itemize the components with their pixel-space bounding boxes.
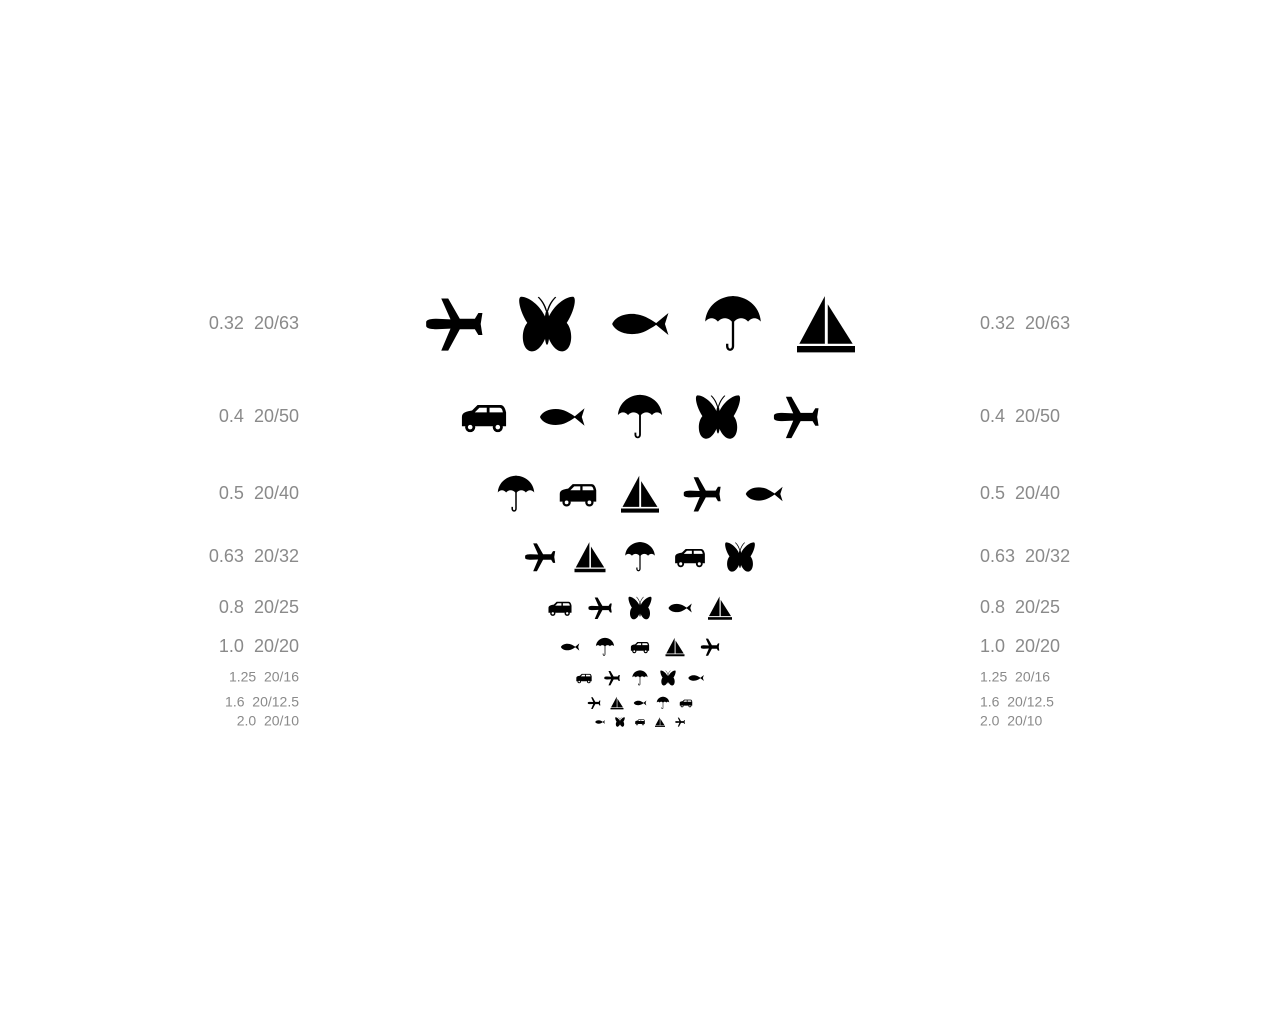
airplane-icon — [426, 298, 483, 351]
car-icon — [635, 719, 645, 726]
fish-icon — [560, 643, 580, 651]
acuity-label-left: 0.5 20/40 — [219, 483, 299, 503]
umbrella-icon — [705, 296, 761, 351]
car-icon — [461, 405, 507, 433]
umbrella-icon — [595, 637, 615, 656]
acuity-label-left: 1.6 20/12.5 — [225, 694, 299, 710]
sailboat-icon — [708, 596, 732, 620]
butterfly-icon — [725, 542, 755, 572]
airplane-icon — [587, 697, 601, 709]
airplane-icon — [588, 597, 612, 620]
acuity-label-right: 0.5 20/40 — [980, 483, 1060, 503]
airplane-icon — [773, 396, 819, 439]
acuity-label-left: 1.0 20/20 — [219, 636, 299, 656]
chart-row: 0.63 20/32 0.63 20/32 — [209, 542, 1070, 573]
acuity-label-right: 0.4 20/50 — [980, 406, 1060, 426]
car-icon — [576, 673, 592, 684]
acuity-label-right: 0.32 20/63 — [980, 313, 1070, 333]
chart-row: 0.32 20/63 0.32 20/63 — [209, 296, 1070, 353]
umbrella-icon — [625, 542, 655, 572]
acuity-label-right: 0.8 20/25 — [980, 597, 1060, 617]
acuity-label-left: 0.8 20/25 — [219, 597, 299, 617]
umbrella-icon — [617, 394, 663, 439]
car-icon — [559, 484, 597, 507]
acuity-label-left: 0.32 20/63 — [209, 313, 299, 333]
acuity-label-left: 0.4 20/50 — [219, 406, 299, 426]
chart-row: 1.0 20/20 1.0 20/20 — [219, 636, 1060, 657]
chart-row: 2.0 20/10 2.0 20/10 — [237, 713, 1043, 729]
fish-icon — [539, 408, 585, 426]
car-icon — [675, 548, 705, 568]
fish-icon — [612, 312, 669, 336]
car-icon — [630, 642, 650, 654]
chart-row: 1.25 20/16 1.25 20/16 — [229, 669, 1050, 686]
butterfly-icon — [615, 717, 625, 727]
butterfly-icon — [695, 395, 741, 439]
butterfly-icon — [628, 596, 652, 620]
sailboat-icon — [797, 296, 855, 353]
acuity-label-left: 0.63 20/32 — [209, 546, 299, 566]
airplane-icon — [675, 717, 685, 727]
airplane-icon — [525, 543, 556, 572]
acuity-label-right: 1.0 20/20 — [980, 636, 1060, 656]
butterfly-icon — [519, 296, 575, 352]
acuity-label-right: 2.0 20/10 — [980, 713, 1042, 729]
chart-row: 0.4 20/50 0.4 20/50 — [219, 394, 1060, 439]
umbrella-icon — [632, 670, 648, 686]
acuity-label-right: 1.6 20/12.5 — [980, 694, 1054, 710]
umbrella-icon — [656, 696, 670, 710]
fish-icon — [633, 700, 647, 706]
sailboat-icon — [621, 475, 659, 513]
chart-row: 0.8 20/25 0.8 20/25 — [219, 596, 1060, 620]
butterfly-icon — [660, 670, 676, 686]
acuity-label-left: 2.0 20/10 — [237, 713, 299, 729]
acuity-label-left: 1.25 20/16 — [229, 669, 299, 685]
sailboat-icon — [655, 717, 665, 727]
fish-icon — [595, 720, 605, 724]
sailboat-icon — [665, 637, 685, 657]
fish-icon — [688, 674, 704, 682]
airplane-icon — [604, 670, 620, 686]
chart-row: 0.5 20/40 0.5 20/40 — [219, 475, 1060, 513]
airplane-icon — [683, 477, 721, 512]
sailboat-icon — [610, 696, 624, 710]
chart-row: 1.6 20/12.5 1.6 20/12.5 — [225, 694, 1054, 710]
sailboat-icon — [574, 542, 606, 573]
acuity-label-right: 0.63 20/32 — [980, 546, 1070, 566]
car-icon — [548, 601, 572, 616]
acuity-label-right: 1.25 20/16 — [980, 669, 1050, 685]
umbrella-icon — [497, 475, 535, 512]
car-icon — [679, 699, 693, 708]
fish-icon — [668, 603, 692, 613]
fish-icon — [745, 486, 783, 502]
airplane-icon — [700, 638, 720, 656]
